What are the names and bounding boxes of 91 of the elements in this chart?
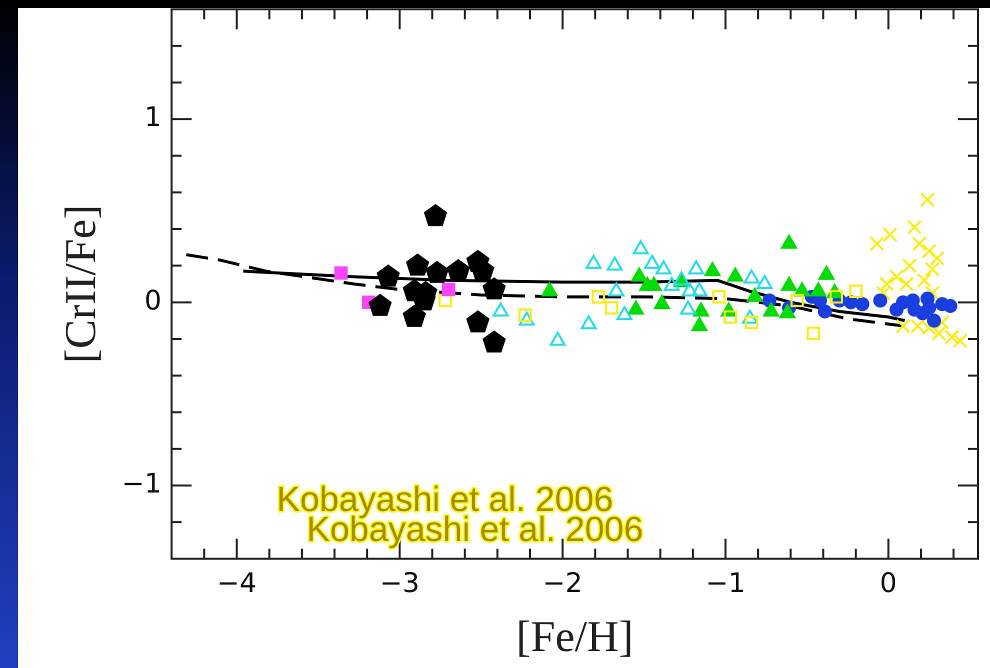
point — [406, 254, 430, 276]
point — [927, 314, 942, 328]
point — [631, 268, 648, 282]
point — [818, 266, 834, 280]
point — [644, 254, 660, 269]
point — [898, 276, 914, 292]
point — [916, 272, 932, 288]
point — [426, 261, 449, 283]
point — [466, 310, 490, 332]
point — [879, 276, 894, 292]
point — [586, 254, 602, 269]
point — [446, 259, 470, 282]
point — [873, 293, 888, 308]
x-tick-label: −1 — [706, 568, 746, 600]
point — [482, 330, 506, 353]
point — [943, 298, 958, 313]
point — [654, 295, 670, 310]
point — [916, 306, 930, 320]
point — [518, 312, 535, 326]
point — [632, 240, 649, 254]
point — [781, 276, 797, 291]
point — [744, 270, 760, 284]
point — [542, 282, 558, 296]
y-tick-label: 1 — [144, 102, 162, 134]
point — [688, 260, 704, 274]
point — [925, 262, 940, 277]
point — [855, 297, 870, 312]
point — [334, 266, 348, 280]
point — [646, 276, 662, 291]
point — [616, 306, 632, 320]
point — [922, 244, 936, 258]
point — [656, 260, 672, 274]
point — [952, 333, 968, 348]
point — [781, 234, 797, 249]
point — [806, 326, 820, 340]
point — [368, 294, 392, 316]
point — [922, 320, 936, 336]
point — [492, 302, 509, 316]
point — [442, 282, 456, 296]
point — [920, 192, 935, 208]
point — [704, 262, 720, 276]
point — [592, 290, 606, 304]
y-tick-label: −1 — [122, 468, 162, 500]
x-tick-label: 0 — [880, 568, 897, 600]
point — [742, 310, 758, 324]
point — [680, 300, 696, 315]
point — [896, 318, 910, 334]
point — [870, 236, 884, 252]
point — [790, 294, 804, 308]
point — [944, 330, 960, 344]
point — [402, 304, 426, 327]
point — [550, 332, 566, 346]
point — [664, 276, 680, 291]
point — [876, 286, 891, 301]
point — [930, 250, 945, 266]
x-axis-title: [Fe/H] — [516, 612, 634, 662]
point — [810, 282, 826, 296]
point — [727, 268, 744, 282]
point — [424, 204, 447, 226]
point — [376, 264, 400, 287]
point — [438, 294, 452, 308]
x-tick-label: −2 — [542, 568, 582, 600]
point — [902, 258, 917, 274]
point — [712, 290, 726, 304]
point — [756, 275, 773, 289]
point — [580, 315, 597, 330]
point — [849, 284, 862, 298]
point — [604, 301, 618, 314]
point — [818, 304, 832, 318]
point — [910, 318, 926, 334]
point — [763, 302, 780, 316]
point — [925, 286, 940, 301]
point — [889, 269, 904, 284]
x-tick-label: −4 — [216, 568, 257, 600]
point — [693, 302, 709, 316]
point — [628, 300, 644, 315]
point — [907, 220, 922, 235]
y-axis-title: [CrII/Fe] — [56, 204, 105, 364]
point — [912, 236, 927, 252]
point — [746, 288, 763, 302]
point — [724, 310, 738, 324]
point — [692, 317, 708, 332]
point — [882, 227, 898, 242]
point — [779, 304, 796, 318]
x-tick-label: −3 — [380, 568, 420, 600]
point — [608, 282, 624, 296]
point — [692, 282, 708, 296]
y-tick-label: 0 — [144, 285, 162, 316]
point — [682, 282, 698, 296]
point — [606, 256, 623, 271]
point — [482, 277, 506, 300]
